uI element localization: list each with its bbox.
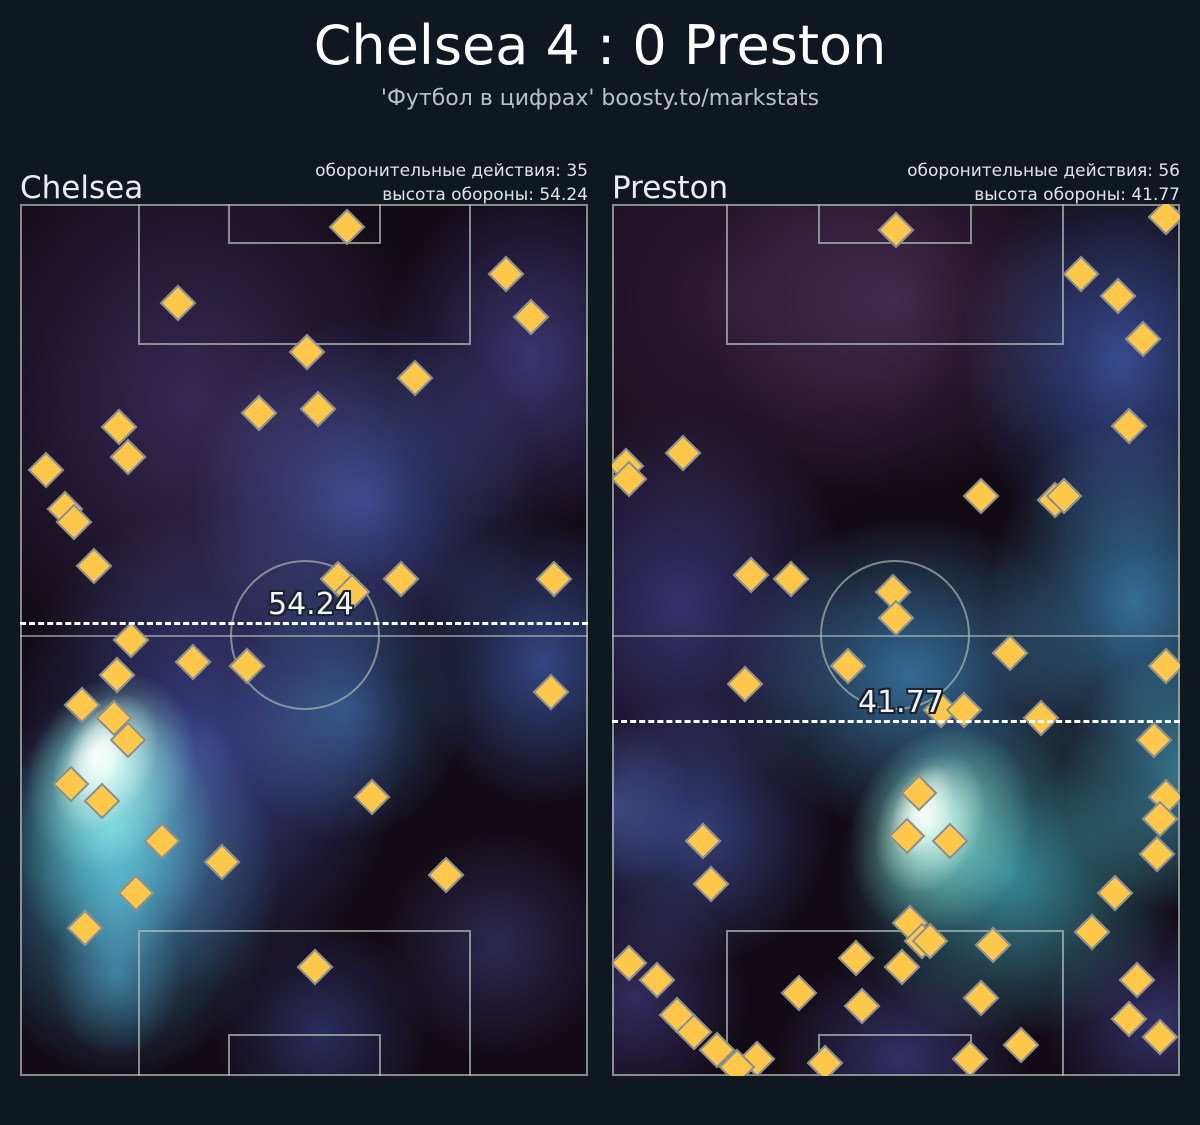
defensive-action-marker [427, 857, 465, 894]
panel-title-chelsea: Chelsea [20, 170, 144, 206]
defensive-height-line-preston [612, 720, 1180, 723]
defensive-action-marker [781, 974, 818, 1012]
defensive-action-marker [27, 451, 64, 489]
centre-circle [820, 560, 970, 710]
defensive-action-marker [991, 634, 1028, 672]
defensive-action-marker [1136, 721, 1173, 759]
stat-defensive-actions-chelsea: оборонительные действия: 35 [315, 161, 588, 181]
defensive-action-marker [143, 822, 181, 859]
defensive-action-marker [727, 665, 764, 702]
defensive-action-marker [109, 438, 147, 476]
stat-defensive-height-preston: высота обороны: 41.77 [974, 185, 1180, 206]
page-subtitle: 'Футбол в цифрах' boosty.to/markstats [380, 86, 820, 111]
defensive-action-marker [532, 673, 570, 711]
defensive-action-marker [240, 394, 277, 432]
defensive-action-marker [1022, 700, 1060, 737]
pitch-heatmap-preston: 41.77 [612, 204, 1180, 1076]
defensive-action-marker [806, 1044, 844, 1076]
defensive-action-marker [829, 647, 867, 685]
stat-defensive-height-chelsea: высота обороны: 54.24 [382, 185, 588, 206]
defensive-action-marker [299, 390, 337, 428]
defensive-action-marker [83, 782, 121, 820]
defensive-action-marker [75, 547, 113, 585]
defensive-height-label-chelsea: 54.24 [268, 587, 354, 622]
pitch-boundary [20, 204, 588, 1076]
penalty-area-bottom [138, 930, 471, 1076]
defensive-action-marker [288, 333, 326, 371]
defensive-action-marker [1062, 255, 1099, 293]
defensive-action-marker [382, 560, 419, 598]
penalty-area-bottom [726, 930, 1064, 1076]
defensive-action-marker [512, 298, 550, 336]
defensive-action-marker [684, 822, 722, 859]
goal-area-top [228, 204, 381, 244]
panel-stats-chelsea: оборонительные действия: 35 высота оборо… [315, 159, 588, 207]
defensive-action-marker [639, 961, 676, 999]
defensive-action-marker [1147, 647, 1180, 685]
defensive-action-marker [772, 560, 810, 598]
defensive-action-marker [732, 556, 770, 593]
defensive-action-marker [353, 778, 391, 816]
defensive-action-marker [98, 656, 135, 694]
defensive-action-marker [328, 208, 365, 246]
defensive-action-marker [951, 1040, 989, 1076]
defensive-action-marker [396, 360, 434, 397]
defensive-action-marker [1138, 835, 1176, 873]
defensive-action-marker [101, 408, 138, 446]
page-title: Chelsea 4 : 0 Preston [313, 14, 887, 77]
defensive-action-marker [228, 647, 266, 685]
defensive-action-marker [487, 255, 525, 293]
defensive-action-markers-preston [612, 204, 1180, 1076]
defensive-action-marker [1096, 874, 1134, 912]
defensive-action-marker [931, 822, 969, 859]
defensive-action-marker [974, 926, 1011, 964]
defensive-action-marker [962, 979, 1000, 1016]
defensive-action-marker [1141, 1018, 1179, 1056]
defensive-action-marker [693, 865, 730, 903]
panel-title-preston: Preston [612, 170, 729, 206]
defensive-action-marker [962, 477, 1000, 515]
defensive-action-marker [112, 621, 150, 659]
defensive-action-marker [1099, 277, 1136, 314]
defensive-action-marker [52, 765, 90, 803]
defensive-action-marker [535, 560, 573, 598]
defensive-action-marker [1073, 913, 1111, 951]
defensive-action-marker [118, 874, 155, 912]
defensive-action-marker [1124, 320, 1162, 358]
defensive-action-marker [174, 643, 212, 681]
pitch-boundary [612, 204, 1180, 1076]
defensive-action-marker [203, 843, 241, 881]
defensive-action-marker [1002, 1027, 1040, 1064]
defensive-action-marker [1110, 1000, 1148, 1038]
panel-stats-preston: оборонительные действия: 56 высота оборо… [907, 159, 1180, 207]
defensive-action-marker [66, 909, 104, 947]
defensive-height-line-chelsea [20, 622, 588, 625]
defensive-height-label-preston: 41.77 [858, 685, 944, 720]
defensive-action-marker [1110, 407, 1148, 445]
goal-area-bottom [228, 1034, 381, 1076]
centre-circle [230, 560, 380, 710]
defensive-action-marker [877, 211, 915, 249]
defensive-action-marker [296, 948, 334, 986]
defensive-action-marker [1119, 961, 1156, 999]
defensive-action-marker [877, 599, 915, 637]
defensive-action-marker [888, 817, 926, 855]
pitch-heatmap-chelsea: 54.24 [20, 204, 588, 1076]
defensive-action-marker [159, 285, 197, 322]
defensive-action-marker [883, 948, 921, 986]
stat-defensive-actions-preston: оборонительные действия: 56 [907, 161, 1180, 181]
defensive-action-marker [1147, 204, 1180, 236]
defensive-action-marker [843, 987, 881, 1025]
defensive-action-markers-chelsea [20, 204, 588, 1076]
defensive-action-marker [837, 939, 875, 977]
defensive-action-marker [900, 774, 938, 811]
defensive-action-marker [664, 434, 702, 471]
